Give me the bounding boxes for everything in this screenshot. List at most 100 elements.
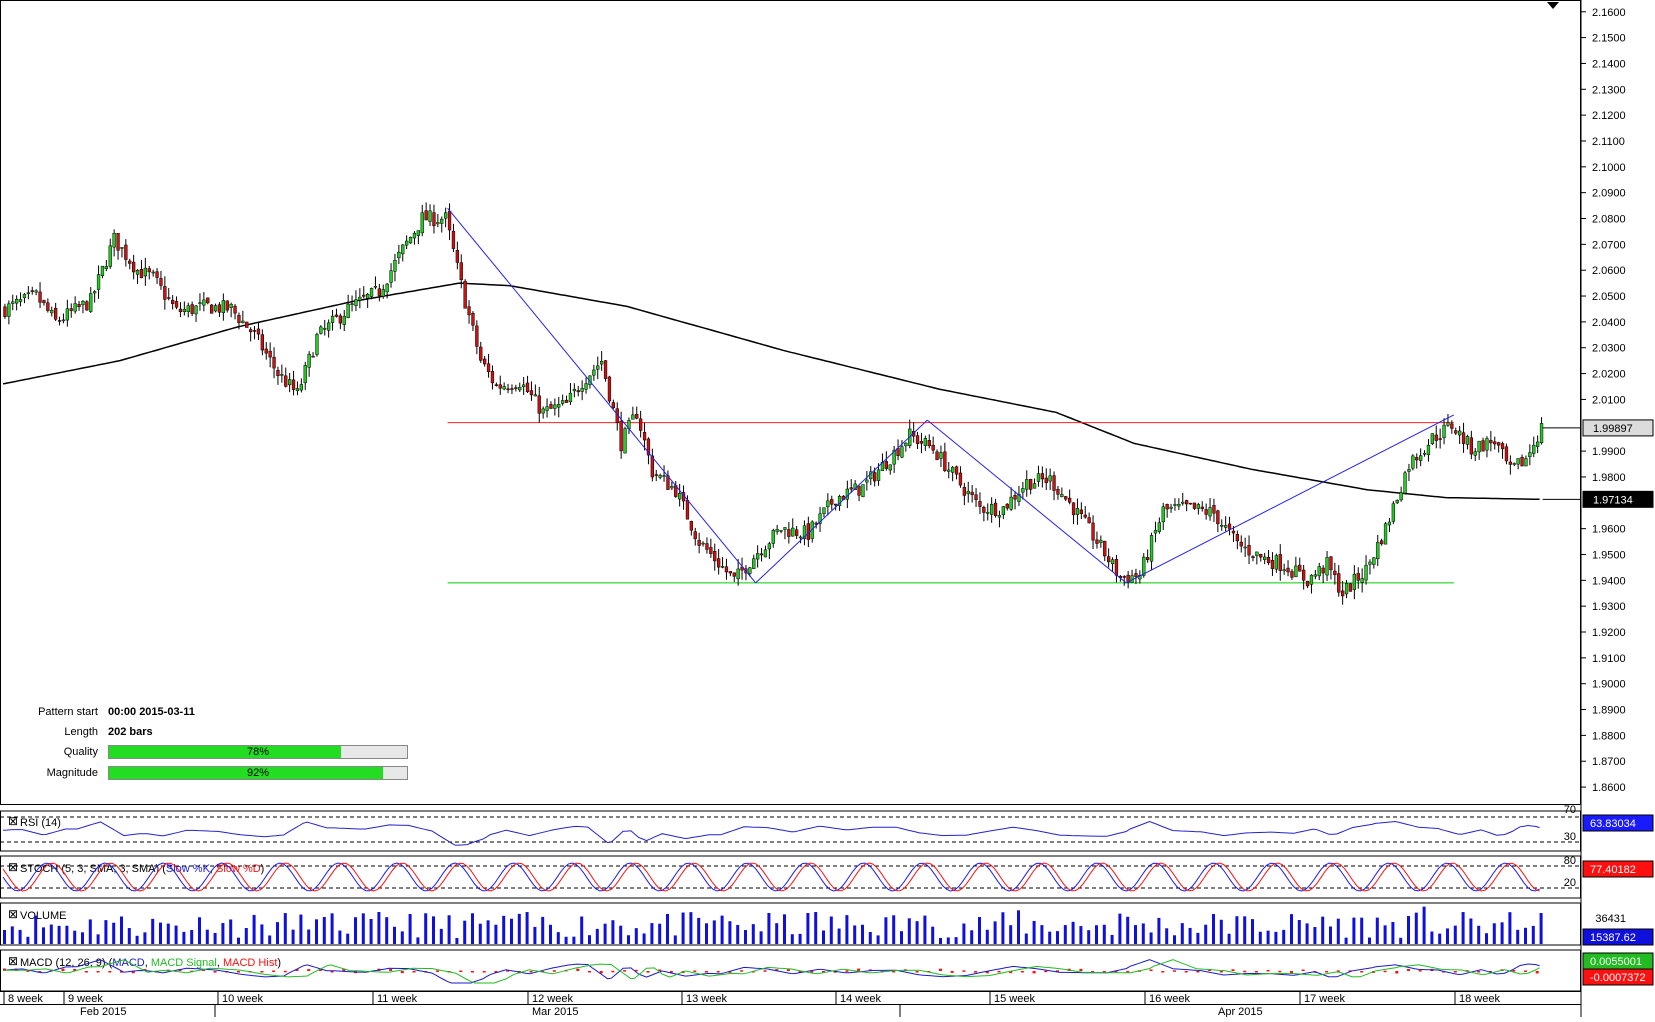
volume-bar xyxy=(81,932,84,944)
macd-hist-bar xyxy=(26,970,30,972)
macd-toggle-icon[interactable]: ⊠ xyxy=(8,954,18,968)
macd-hist-bar xyxy=(845,970,849,972)
candle-up xyxy=(791,527,795,537)
candle-down xyxy=(311,355,315,358)
volume-bar xyxy=(1157,917,1161,944)
candle-down xyxy=(210,304,214,314)
candle-down xyxy=(1305,580,1310,587)
candle-up xyxy=(900,446,904,458)
volume-bar xyxy=(1243,916,1247,944)
candle-down xyxy=(57,320,62,322)
volume-bar xyxy=(1352,917,1356,944)
candle-down xyxy=(362,294,366,297)
price-tick-label: 2.0400 xyxy=(1592,317,1626,329)
candle-down xyxy=(490,371,495,384)
scroll-down-arrow-icon[interactable] xyxy=(1547,2,1559,9)
candle-up xyxy=(408,236,413,244)
volume-bar xyxy=(790,934,794,944)
candle-down xyxy=(525,382,530,393)
price-tick-label: 1.9800 xyxy=(1592,472,1626,484)
volume-bar xyxy=(291,929,295,944)
candle-up xyxy=(73,303,77,312)
candle-up xyxy=(50,310,54,314)
candle-up xyxy=(584,383,588,390)
candle-down xyxy=(272,356,276,369)
month-label: Apr 2015 xyxy=(1218,1006,1263,1017)
volume-bar xyxy=(978,916,981,944)
macd-hist-bar xyxy=(798,971,802,973)
price-tick-label: 1.9300 xyxy=(1592,601,1626,613)
volume-bar xyxy=(34,915,38,944)
candle-up xyxy=(1407,469,1411,472)
macd-hist-bar xyxy=(634,969,638,972)
volume-bar xyxy=(923,915,927,944)
volume-bar xyxy=(907,918,911,944)
volume-toggle-icon[interactable]: ⊠ xyxy=(8,907,18,921)
candle-down xyxy=(1321,567,1325,574)
macd-hist-bar xyxy=(1091,971,1095,973)
rsi-toggle-icon[interactable]: ⊠ xyxy=(8,814,18,828)
macd-hist-bar xyxy=(576,968,580,971)
candle-up xyxy=(397,251,401,259)
macd-hist-bar xyxy=(471,971,474,973)
volume-bar xyxy=(1453,925,1457,944)
price-tick-label: 2.1600 xyxy=(1592,7,1626,19)
candle-up xyxy=(1274,555,1278,570)
candle-up xyxy=(369,288,374,297)
volume-bar xyxy=(1274,931,1278,944)
candle-down xyxy=(1188,502,1193,505)
candle-down xyxy=(167,297,171,299)
candle-up xyxy=(213,305,218,312)
candle-up xyxy=(7,303,11,317)
volume-bar xyxy=(1430,931,1434,944)
candle-up xyxy=(26,292,31,294)
volume-bar xyxy=(572,936,576,944)
stoch-toggle-icon[interactable]: ⊠ xyxy=(8,860,18,874)
candle-down xyxy=(124,244,128,260)
candle-down xyxy=(432,212,436,226)
price-tick-label: 1.9000 xyxy=(1592,679,1626,691)
candle-down xyxy=(1087,517,1091,524)
volume-bar xyxy=(96,934,100,944)
volume-bar xyxy=(1446,928,1449,944)
volume-bar xyxy=(18,929,22,944)
candle-up xyxy=(923,438,928,446)
volume-bar xyxy=(892,915,896,944)
macd-hist-bar xyxy=(705,971,708,973)
macd-hist-bar xyxy=(96,971,100,973)
candle-up xyxy=(678,493,682,500)
macd-hist-bar xyxy=(611,970,615,973)
candle-down xyxy=(1438,438,1442,440)
candle-down xyxy=(217,304,222,313)
candle-up xyxy=(330,315,335,323)
candle-down xyxy=(1489,440,1493,444)
macd-hist-bar xyxy=(1173,970,1176,972)
candle-down xyxy=(479,346,483,361)
macd-hist-bar xyxy=(1360,971,1364,973)
volume-bar xyxy=(73,930,77,944)
month-label: Feb 2015 xyxy=(80,1006,126,1017)
candle-down xyxy=(483,358,487,365)
candle-down xyxy=(1103,540,1107,557)
macd-hist-bar xyxy=(1009,971,1013,974)
candle-down xyxy=(249,329,253,333)
week-label: 9 week xyxy=(68,993,103,1005)
macd-hist-bar xyxy=(1243,970,1247,973)
candle-down xyxy=(607,376,612,402)
candle-up xyxy=(826,500,830,508)
candle-down xyxy=(1450,423,1454,429)
volume-bar xyxy=(237,937,240,944)
candle-up xyxy=(966,490,970,495)
candle-down xyxy=(1083,514,1087,518)
macd-hist-bar xyxy=(260,971,264,973)
macd-hist-bar xyxy=(482,971,486,973)
candle-up xyxy=(818,513,822,524)
volume-bar xyxy=(744,930,747,944)
candle-up xyxy=(428,210,432,222)
candle-up xyxy=(947,469,951,472)
volume-bar xyxy=(1531,925,1535,944)
candle-down xyxy=(447,210,452,231)
volume-bar xyxy=(954,937,958,944)
volume-bar xyxy=(1500,922,1504,944)
